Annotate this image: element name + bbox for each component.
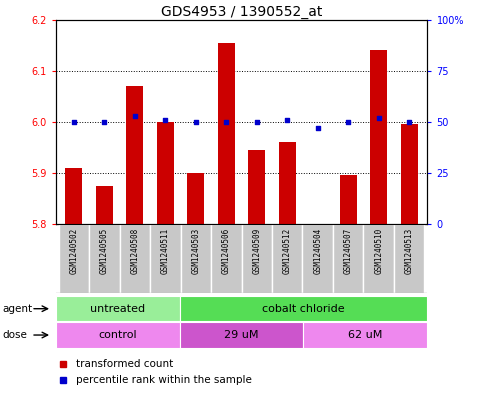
- Text: GSM1240502: GSM1240502: [70, 228, 78, 274]
- Text: GSM1240507: GSM1240507: [344, 228, 353, 274]
- Bar: [370, 50, 387, 224]
- Bar: [211, 224, 242, 293]
- Text: GSM1240503: GSM1240503: [191, 228, 200, 274]
- Text: GSM1240511: GSM1240511: [161, 228, 170, 274]
- Title: GDS4953 / 1390552_at: GDS4953 / 1390552_at: [161, 5, 322, 18]
- Text: 29 uM: 29 uM: [224, 330, 259, 340]
- Bar: [303, 322, 427, 348]
- Text: GSM1240504: GSM1240504: [313, 228, 322, 274]
- Text: transformed count: transformed count: [76, 358, 173, 369]
- Text: percentile rank within the sample: percentile rank within the sample: [76, 375, 252, 385]
- Bar: [180, 322, 303, 348]
- Point: [100, 119, 108, 125]
- Point: [405, 119, 413, 125]
- Point: [70, 119, 78, 125]
- Text: untreated: untreated: [90, 304, 145, 314]
- Point: [161, 117, 169, 123]
- Bar: [401, 125, 417, 224]
- Point: [344, 119, 352, 125]
- Text: cobalt chloride: cobalt chloride: [262, 304, 345, 314]
- Text: GSM1240505: GSM1240505: [100, 228, 109, 274]
- Text: GSM1240509: GSM1240509: [252, 228, 261, 274]
- Bar: [279, 142, 296, 224]
- Point: [222, 119, 230, 125]
- Bar: [394, 224, 425, 293]
- Bar: [242, 224, 272, 293]
- Point: [192, 119, 199, 125]
- Bar: [187, 173, 204, 224]
- Bar: [89, 224, 120, 293]
- Bar: [302, 224, 333, 293]
- Bar: [272, 224, 302, 293]
- Bar: [363, 224, 394, 293]
- Bar: [58, 224, 89, 293]
- Bar: [150, 224, 181, 293]
- Text: GSM1240512: GSM1240512: [283, 228, 292, 274]
- Bar: [56, 296, 180, 321]
- Text: dose: dose: [2, 330, 28, 340]
- Bar: [66, 168, 82, 224]
- Text: agent: agent: [2, 304, 32, 314]
- Bar: [180, 296, 427, 321]
- Bar: [340, 176, 356, 224]
- Bar: [333, 224, 363, 293]
- Point: [284, 117, 291, 123]
- Bar: [181, 224, 211, 293]
- Point: [131, 112, 139, 119]
- Text: GSM1240510: GSM1240510: [374, 228, 383, 274]
- Text: GSM1240508: GSM1240508: [130, 228, 139, 274]
- Bar: [157, 122, 174, 224]
- Bar: [127, 86, 143, 224]
- Text: control: control: [98, 330, 137, 340]
- Bar: [218, 43, 235, 224]
- Bar: [96, 186, 113, 224]
- Text: 62 uM: 62 uM: [348, 330, 383, 340]
- Point: [253, 119, 261, 125]
- Bar: [248, 150, 265, 224]
- Bar: [120, 224, 150, 293]
- Text: GSM1240506: GSM1240506: [222, 228, 231, 274]
- Text: GSM1240513: GSM1240513: [405, 228, 413, 274]
- Point: [314, 125, 322, 131]
- Bar: [56, 322, 180, 348]
- Point: [375, 115, 383, 121]
